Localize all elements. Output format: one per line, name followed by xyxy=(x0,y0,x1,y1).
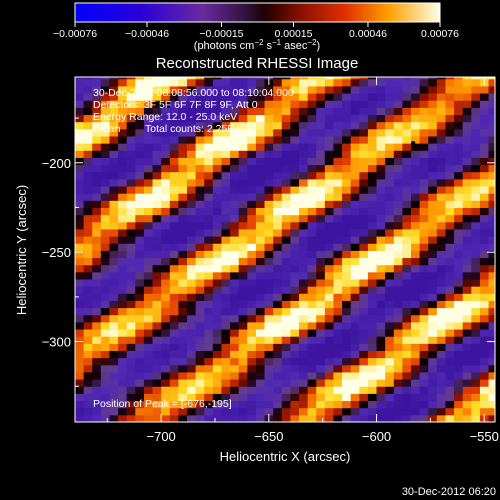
axis-ticks: −700 −650 −600 −550 −200 −250 −300 xyxy=(42,77,499,444)
annotations: 30-Dec-2012 08:08:56.000 to 08:10:04.000… xyxy=(93,87,294,410)
annotation-detectors: Detectors: 3F 5F 6F 7F 8F 9F, Att 0 xyxy=(93,99,258,111)
annotation-counts: Total counts: 2.25E+03 xyxy=(145,123,252,135)
colorbar-tick-label: 0.00015 xyxy=(275,28,313,40)
footer-timestamp: 30-Dec-2012 06:20 xyxy=(402,486,496,498)
y-tick-label: −250 xyxy=(42,245,71,260)
x-axis-label: Heliocentric X (arcsec) xyxy=(220,449,351,464)
annotation-method: Clean xyxy=(93,123,121,135)
colorbar-tick-label: 0.00046 xyxy=(349,28,387,40)
colorbar-tick-label: −0.00076 xyxy=(53,28,97,40)
y-axis-label: Heliocentric Y (arcsec) xyxy=(14,185,29,315)
x-tick-label: −550 xyxy=(470,429,499,444)
x-tick-label: −600 xyxy=(362,429,391,444)
annotation-peak: Position of Peak = [-676,-195] xyxy=(93,398,232,410)
y-tick-label: −300 xyxy=(42,335,71,350)
colorbar-tick-label: 0.00076 xyxy=(421,28,459,40)
x-tick-label: −700 xyxy=(147,429,176,444)
annotation-time: 30-Dec-2012 08:08:56.000 to 08:10:04.000 xyxy=(93,87,294,99)
chart-title: Reconstructed RHESSI Image xyxy=(156,55,359,72)
x-tick-label: −650 xyxy=(254,429,283,444)
annotation-energy: Energy Range: 12.0 - 25.0 keV xyxy=(93,111,237,123)
plot-frame xyxy=(74,76,496,423)
colorbar xyxy=(74,2,441,23)
colorbar-tick-label: −0.00046 xyxy=(125,28,169,40)
heatmap-image xyxy=(75,77,495,422)
y-tick-label: −200 xyxy=(42,156,71,171)
peak-marker xyxy=(410,140,416,146)
colorbar-tick-label: −0.00015 xyxy=(199,28,243,40)
colorbar-units: (photons cm−2 s−1 asec−2) xyxy=(194,38,320,52)
colorbar-ticks: −0.00076 −0.00046 −0.00015 0.00015 0.00046 0.… xyxy=(53,22,459,40)
